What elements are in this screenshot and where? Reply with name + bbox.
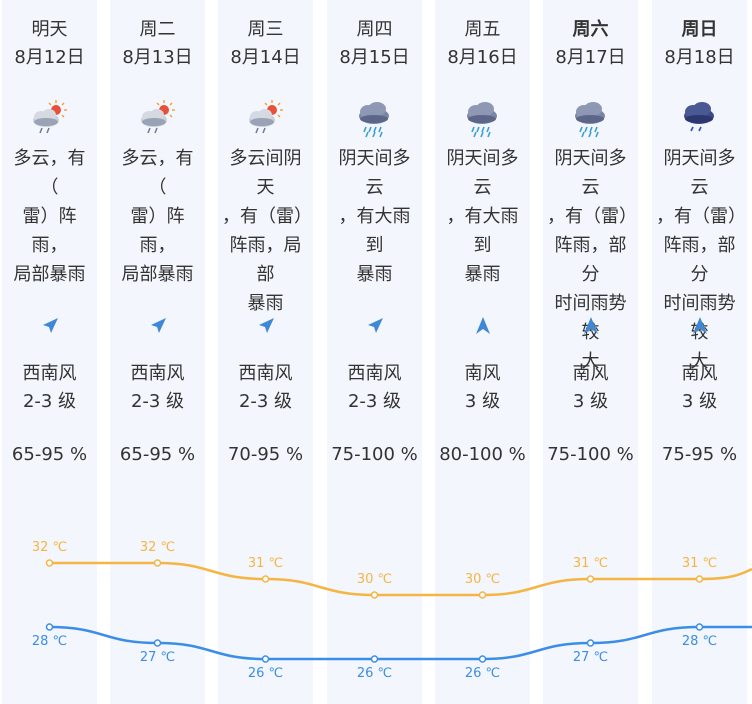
day-label: 周四 — [356, 19, 393, 40]
low-temperature-label: 27 ℃ — [573, 650, 608, 665]
wind-direction-arrow-icon — [40, 316, 60, 336]
wind-direction: 西南风 — [22, 363, 77, 384]
low-temperature-point — [586, 639, 595, 647]
wind-level: 2-3 级 — [130, 391, 185, 412]
weather-description: 多云，有（ 雷）阵雨， 局部暴雨 — [13, 148, 86, 285]
partly-cloudy-rain-icon — [29, 98, 71, 138]
forecast-day-column: 周三 8月14日 多云间阴天 ，有（雷） 阵雨，局部 暴雨 西南风 2-3 级 70-95 … — [218, 0, 313, 704]
wind-direction-arrow-icon — [148, 316, 168, 336]
forecast-day-column: 周六 8月17日 阴天间多云 ，有（雷） 阵雨，部分 时间雨势较大 南风 3 级 75-10… — [543, 0, 638, 704]
humidity: 75-100 % — [547, 444, 634, 465]
high-temperature-label: 30 ℃ — [465, 572, 500, 587]
wind-direction-arrow-icon — [690, 316, 710, 336]
day-label: 周日 — [681, 19, 718, 40]
day-label: 周五 — [464, 19, 501, 40]
low-temperature-label: 28 ℃ — [682, 634, 717, 649]
wind-direction-arrow-icon — [473, 316, 493, 336]
date-label: 8月16日 — [447, 47, 518, 68]
date-label: 8月18日 — [664, 47, 735, 68]
humidity: 65-95 % — [119, 444, 196, 465]
partly-cloudy-rain-icon — [245, 98, 287, 138]
low-temperature-point — [45, 623, 54, 631]
weather-description: 多云，有（ 雷）阵雨， 局部暴雨 — [121, 148, 194, 285]
wind-direction: 南风 — [681, 363, 718, 384]
low-temperature-point — [261, 655, 270, 663]
low-temperature-label: 27 ℃ — [140, 650, 175, 665]
high-temperature-line — [49, 561, 752, 597]
low-temperature-label: 26 ℃ — [248, 666, 283, 681]
wind-direction: 西南风 — [238, 363, 293, 384]
partly-cloudy-rain-icon — [137, 98, 179, 138]
date-label: 8月17日 — [555, 47, 626, 68]
date-label: 8月14日 — [230, 47, 301, 68]
high-temperature-label: 30 ℃ — [357, 572, 392, 587]
wind-direction: 南风 — [572, 363, 609, 384]
weather-description: 阴天间多云 ，有（雷） 阵雨，部分 时间雨势较大 — [547, 148, 637, 372]
forecast-day-column: 周五 8月16日 阴天间多云 ，有大雨到 暴雨 南风 3 级 80-100 % — [435, 0, 530, 704]
high-temperature-point — [695, 575, 704, 583]
weather-description: 多云间阴天 ，有（雷） 阵雨，局部 暴雨 — [222, 148, 312, 314]
high-temperature-label: 31 ℃ — [682, 556, 717, 571]
forecast-day-column: 明天 8月12日 多云，有（ 雷）阵雨， 局部暴雨 西南风 2-3 级 65-95 % — [2, 0, 97, 704]
high-temperature-label: 32 ℃ — [140, 540, 175, 555]
high-temperature-label: 32 ℃ — [32, 540, 67, 555]
wind-level: 2-3 级 — [22, 391, 77, 412]
high-temperature-point — [261, 575, 270, 583]
wind-level: 2-3 级 — [347, 391, 402, 412]
high-temperature-label: 31 ℃ — [573, 556, 608, 571]
wind-direction-arrow-icon — [581, 316, 601, 336]
date-label: 8月15日 — [339, 47, 410, 68]
heavy-rain-icon — [462, 98, 504, 138]
wind-level: 2-3 级 — [238, 391, 293, 412]
high-temperature-point — [478, 591, 487, 599]
date-label: 8月12日 — [14, 47, 85, 68]
high-temperature-label: 31 ℃ — [248, 556, 283, 571]
low-temperature-point — [153, 639, 162, 647]
low-temperature-label: 26 ℃ — [465, 666, 500, 681]
low-temperature-point — [478, 655, 487, 663]
low-temperature-point — [370, 655, 379, 663]
wind-direction: 西南风 — [347, 363, 402, 384]
dark-cloud-rain-icon — [679, 98, 721, 138]
weather-description: 阴天间多云 ，有大雨到 暴雨 — [338, 148, 411, 285]
heavy-rain-icon — [570, 98, 612, 138]
forecast-day-column: 周四 8月15日 阴天间多云 ，有大雨到 暴雨 西南风 2-3 级 75-100 % — [327, 0, 422, 704]
low-temperature-point — [695, 623, 704, 631]
wind-direction-arrow-icon — [256, 316, 276, 336]
heavy-rain-icon — [354, 98, 396, 138]
low-temperature-label: 26 ℃ — [357, 666, 392, 681]
date-label: 8月13日 — [122, 47, 193, 68]
wind-direction: 南风 — [464, 363, 501, 384]
day-label: 明天 — [31, 19, 68, 40]
high-temperature-point — [370, 591, 379, 599]
day-label: 周三 — [247, 19, 284, 40]
forecast-day-column: 周日 8月18日 阴天间多云 ，有（雷） 阵雨，部分 时间雨势较大 南风 3 级 75-95… — [652, 0, 747, 704]
day-label: 周二 — [139, 19, 176, 40]
forecast-day-column: 周二 8月13日 多云，有（ 雷）阵雨， 局部暴雨 西南风 2-3 级 65-95 % — [110, 0, 205, 704]
low-temperature-label: 28 ℃ — [32, 634, 67, 649]
wind-level: 3 级 — [464, 391, 501, 412]
day-label: 周六 — [572, 19, 609, 40]
weather-description: 阴天间多云 ，有大雨到 暴雨 — [446, 148, 519, 285]
humidity: 80-100 % — [439, 444, 526, 465]
wind-level: 3 级 — [572, 391, 609, 412]
high-temperature-point — [153, 559, 162, 567]
humidity: 75-95 % — [661, 444, 738, 465]
high-temperature-point — [586, 575, 595, 583]
wind-direction-arrow-icon — [365, 316, 385, 336]
high-temperature-point — [45, 559, 54, 567]
wind-level: 3 级 — [681, 391, 718, 412]
humidity: 65-95 % — [11, 444, 88, 465]
humidity: 70-95 % — [227, 444, 304, 465]
humidity: 75-100 % — [331, 444, 418, 465]
wind-direction: 西南风 — [130, 363, 185, 384]
